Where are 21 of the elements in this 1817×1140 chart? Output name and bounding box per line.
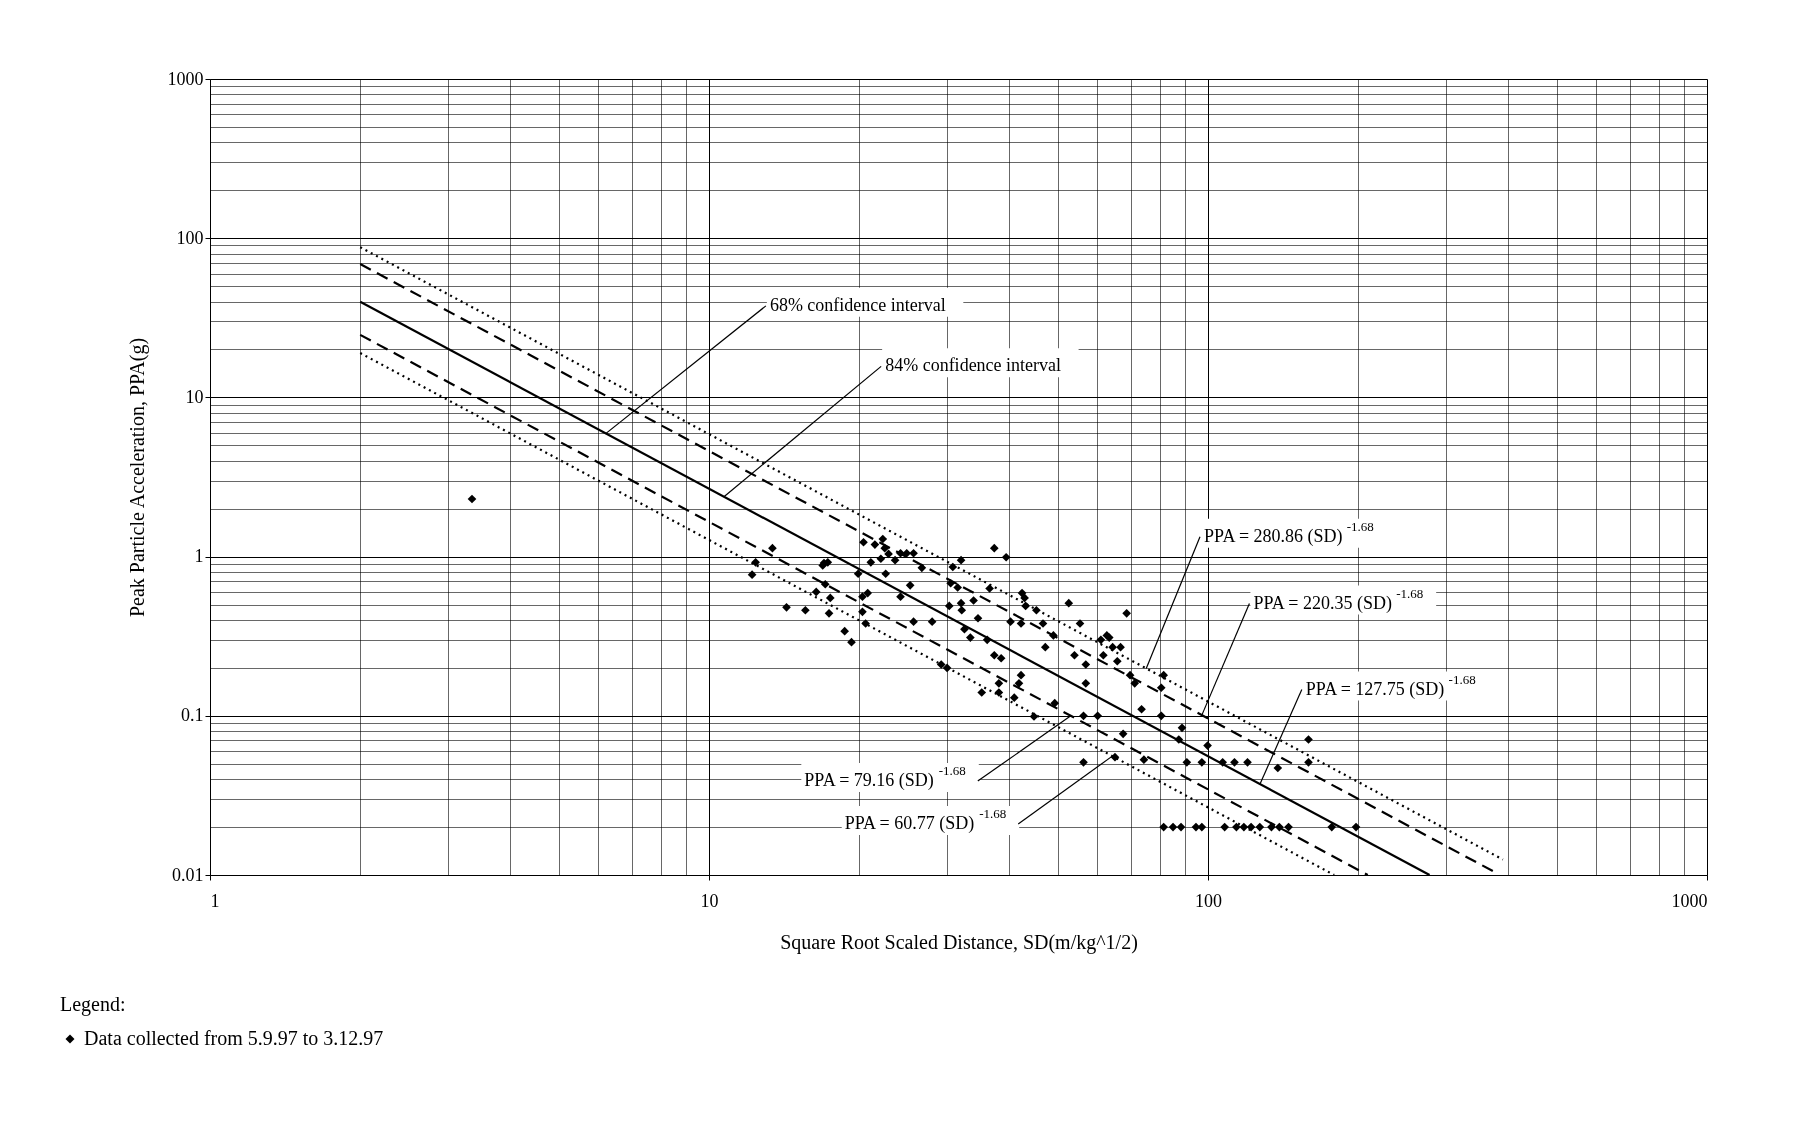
x-tick-label: 10 <box>700 890 719 911</box>
annotation: PPA = 280.86 (SD)-1.68 <box>1204 518 1374 547</box>
y-tick-label: 0.1 <box>181 705 204 726</box>
legend-label: Data collected from 5.9.97 to 3.12.97 <box>84 1027 384 1049</box>
annotation: PPA = 79.16 (SD)-1.68 <box>804 763 966 792</box>
y-tick-label: 1000 <box>167 68 204 89</box>
annotation: PPA = 127.75 (SD)-1.68 <box>1305 671 1476 700</box>
y-tick-label: 0.01 <box>172 864 204 885</box>
x-axis-title: Square Root Scaled Distance, SD(m/kg^1/2) <box>780 930 1138 954</box>
y-axis-title: Peak Particle Acceleration, PPA(g) <box>125 337 149 618</box>
y-tick-label: 100 <box>176 227 204 248</box>
x-tick-label: 1 <box>210 890 220 911</box>
annotation: PPA = 60.77 (SD)-1.68 <box>844 806 1007 835</box>
x-tick-label: 1000 <box>1671 890 1708 911</box>
x-tick-label: 100 <box>1195 890 1222 911</box>
legend-title: Legend: <box>60 993 126 1016</box>
annotation: 68% confidence interval <box>769 294 946 315</box>
y-tick-label: 10 <box>185 386 204 407</box>
y-tick-label: 1 <box>194 546 204 567</box>
annotation: PPA = 220.35 (SD)-1.68 <box>1253 585 1424 614</box>
annotation: 84% confidence interval <box>885 355 1062 376</box>
